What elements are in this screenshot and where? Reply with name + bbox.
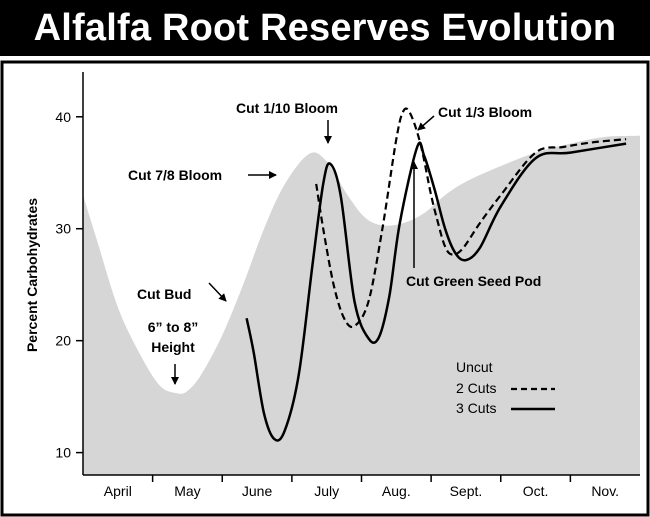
series-2-cuts-line: [315, 107, 627, 329]
y-tick-label: 10: [55, 445, 71, 461]
x-tick-label: July: [314, 483, 339, 499]
y-ticks: 10 20 30 40: [55, 109, 83, 461]
annotation-cut-1-10-bloom: Cut 1/10 Bloom: [236, 100, 338, 116]
x-tick-label: Nov.: [591, 483, 619, 499]
annotation-cut-7-8-bloom: Cut 7/8 Bloom: [128, 167, 222, 183]
series-uncut-area: [83, 135, 640, 476]
annotations: Cut Bud 6” to 8” Height Cut 7/8 Bloom Cu…: [128, 100, 541, 385]
x-tick-label: May: [174, 483, 200, 499]
annotation-cut-1-3-bloom: Cut 1/3 Bloom: [438, 104, 532, 120]
chart-title: Alfalfa Root Reserves Evolution: [33, 7, 617, 49]
x-tick-label: June: [242, 483, 273, 499]
legend-swatch-uncut: [511, 362, 555, 370]
legend-label-2-cuts: 2 Cuts: [456, 380, 496, 396]
legend: Uncut 2 Cuts 3 Cuts: [456, 359, 555, 416]
annotation-cut-green-seed-pod: Cut Green Seed Pod: [406, 273, 541, 289]
x-tick-label: Oct.: [523, 483, 549, 499]
y-tick-label: 30: [55, 221, 71, 237]
annotation-height-line1: 6” to 8”: [148, 319, 199, 335]
y-tick-label: 20: [55, 333, 71, 349]
series-3-cuts-line: [245, 141, 627, 442]
title-bar: Alfalfa Root Reserves Evolution: [0, 0, 650, 56]
plot-area: [83, 107, 640, 476]
annotation-cut-bud: Cut Bud: [137, 286, 191, 302]
annotation-height-line2: Height: [151, 339, 195, 355]
x-tick-label: Sept.: [450, 483, 483, 499]
legend-label-3-cuts: 3 Cuts: [456, 400, 496, 416]
arrow-cut-bud: [208, 282, 227, 302]
x-ticks: April May June July Aug. Sept. Oct. Nov.: [104, 475, 619, 499]
x-tick-label: April: [104, 483, 132, 499]
x-tick-label: Aug.: [382, 483, 411, 499]
arrow-cut-1-3-bloom: [417, 115, 435, 131]
y-axis-label: Percent Carbohydrates: [24, 198, 40, 352]
legend-label-uncut: Uncut: [456, 359, 493, 375]
y-tick-label: 40: [55, 109, 71, 125]
